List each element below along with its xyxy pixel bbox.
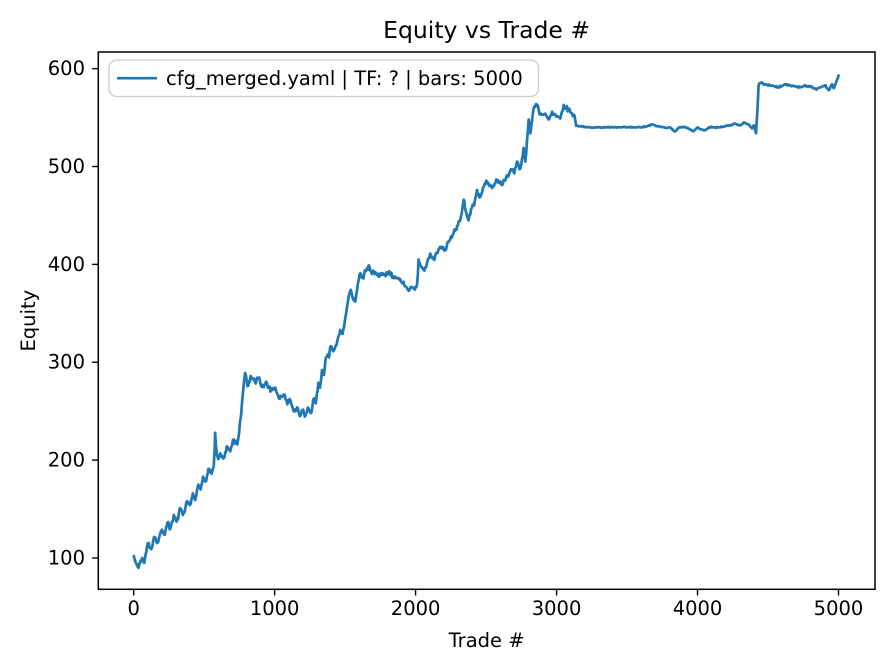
axes-frame bbox=[97, 51, 876, 591]
x-tick-label: 2000 bbox=[391, 597, 441, 620]
y-tick-label: 100 bbox=[48, 546, 85, 569]
chart-title: Equity vs Trade # bbox=[383, 16, 590, 44]
x-tick-label: 1000 bbox=[250, 597, 300, 620]
x-tick-label: 3000 bbox=[532, 597, 582, 620]
legend-box bbox=[108, 59, 540, 98]
y-tick-label: 500 bbox=[48, 155, 85, 178]
x-axis-label: Trade # bbox=[448, 629, 525, 652]
x-tick-label: 0 bbox=[127, 597, 139, 620]
legend-label: cfg_merged.yaml | TF: ? | bars: 5000 bbox=[166, 67, 523, 90]
equity-series-line bbox=[132, 74, 840, 570]
y-axis-label: Equity bbox=[17, 290, 40, 352]
y-tick-label: 300 bbox=[48, 351, 85, 374]
x-tick-label: 4000 bbox=[673, 597, 723, 620]
y-tick-label: 400 bbox=[48, 253, 85, 276]
legend: cfg_merged.yaml | TF: ? | bars: 5000 bbox=[108, 59, 540, 98]
axis-ticks: 0 1000 2000 3000 4000 5000 100 200 300 400 500 600 bbox=[48, 57, 864, 620]
y-tick-label: 600 bbox=[48, 57, 85, 80]
y-tick-label: 200 bbox=[48, 449, 85, 472]
x-tick-label: 5000 bbox=[814, 597, 864, 620]
